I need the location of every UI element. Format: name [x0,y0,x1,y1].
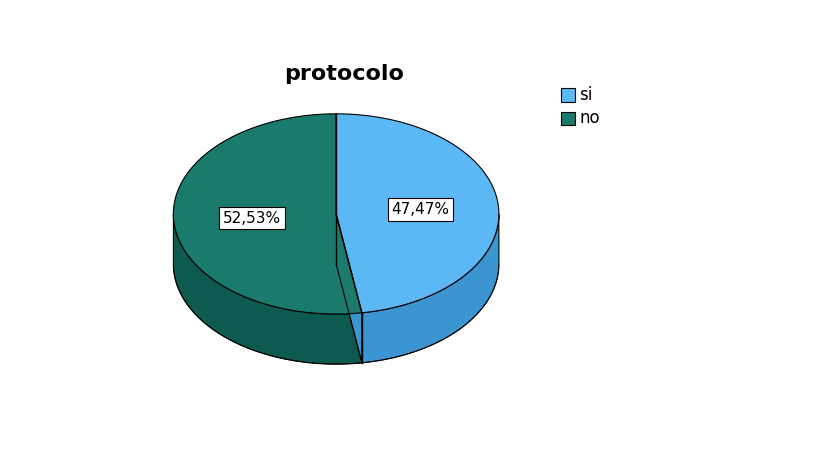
Text: 52,53%: 52,53% [223,211,281,225]
Text: 47,47%: 47,47% [391,202,449,217]
Bar [561,112,574,125]
Text: si: si [579,86,592,104]
Polygon shape [173,215,362,364]
Polygon shape [362,214,498,363]
Text: protocolo: protocolo [284,64,403,84]
Text: no: no [579,109,599,127]
Bar [561,89,574,102]
Polygon shape [335,114,498,313]
Polygon shape [173,114,362,314]
Polygon shape [335,214,362,363]
